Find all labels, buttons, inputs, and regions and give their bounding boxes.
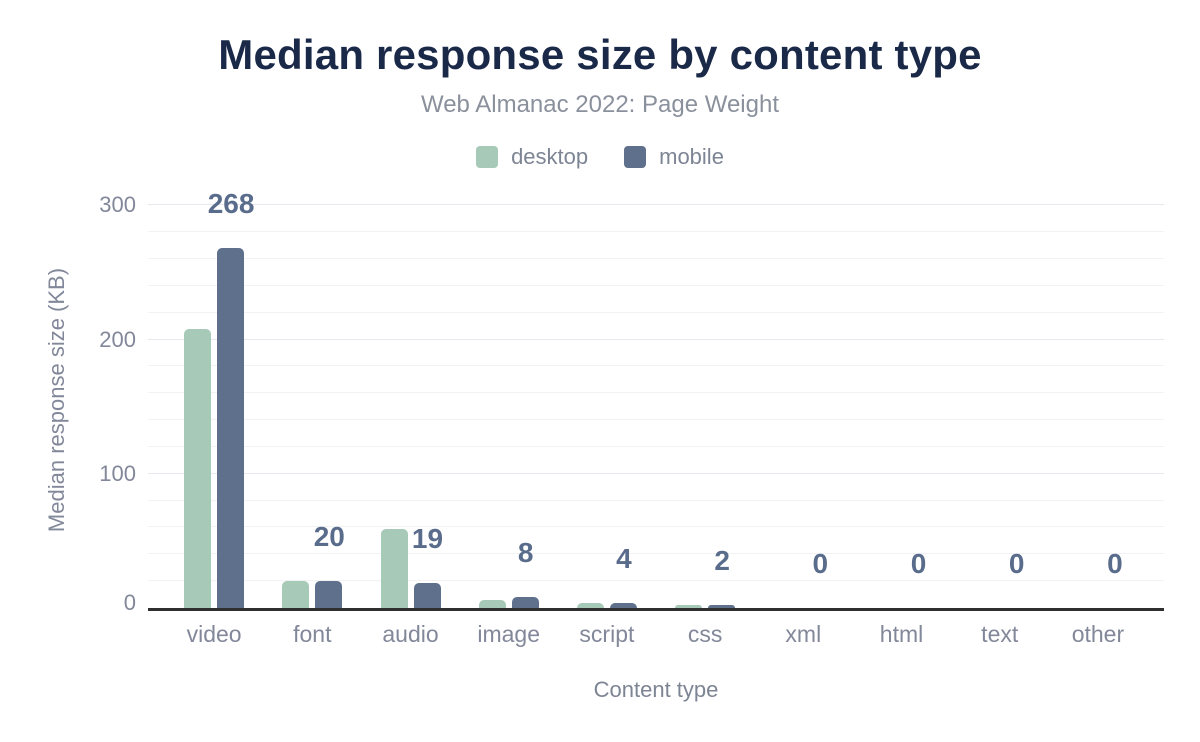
x-axis-title: Content type [593,677,719,702]
category-audio: 19 audio [361,190,459,647]
x-axis-tick-label: font [293,621,332,647]
y-axis-tick-label: 100 [99,460,136,486]
category-xml: 0 xml [754,190,852,648]
chart-title: Median response size by content type [218,31,982,78]
bar-pair [380,528,441,608]
x-axis-tick-label: video [186,621,242,647]
minor-gridline [148,311,1164,313]
y-axis-tick-label: 200 [99,326,136,352]
bar-pair [576,602,637,608]
bar-pair [282,581,343,608]
data-label-html: 0 [910,548,927,579]
data-label-other: 0 [1107,548,1123,579]
major-gridline [148,204,1164,206]
mobile-bar-script [609,602,637,608]
major-gridline [148,338,1164,340]
desktop-bar-image [478,599,506,608]
desktop-bar-font [282,581,310,608]
desktop-bar-audio [380,528,408,608]
major-gridline [148,472,1164,474]
legend-item-desktop[interactable]: desktop [476,144,588,170]
legend: desktop mobile [0,144,1200,170]
x-axis-tick-label: css [687,621,723,647]
bar-pair [478,597,539,608]
y-axis-title: Median response size (KB) [44,267,69,533]
category-css: 2 css [656,190,754,647]
desktop-bar-video [184,328,212,608]
plot-area: 0 100 200 300 268 video 20 font 19 audio 8 image 4 sc… [99,188,1164,648]
x-axis-tick-label: image [477,621,541,647]
category-script: 4 script [558,190,656,647]
minor-gridline [148,553,1164,555]
x-axis-tick-label: xml [785,621,822,647]
mobile-bar-css [708,605,736,608]
minor-gridline [148,419,1164,421]
minor-gridline [148,580,1164,582]
data-label-css: 2 [714,545,730,577]
mobile-bar-image [511,597,539,608]
bar-pair [675,605,736,608]
minor-gridline [148,257,1164,259]
legend-item-mobile[interactable]: mobile [624,144,724,170]
minor-gridline [148,526,1164,528]
x-axis-tick-label: html [879,621,924,647]
minor-gridline [148,365,1164,367]
data-label-script: 4 [616,542,632,574]
desktop-bar-css [675,605,703,608]
mobile-bar-audio [413,582,441,608]
x-axis-tick-label: text [981,621,1019,647]
y-axis-tick-label: 300 [99,192,136,218]
minor-gridline [148,231,1164,233]
category-image: 8 image [460,190,558,647]
bars-row: 268 video 20 font 19 audio 8 image 4 script 2 css 0 x… [148,188,1164,648]
data-label-audio: 19 [411,522,444,554]
category-font: 20 font [263,190,361,647]
category-text: 0 text [951,190,1049,648]
data-label-text: 0 [1008,548,1025,579]
data-label-font: 20 [313,521,345,553]
data-label-video: 268 [207,188,255,220]
data-label-xml: 0 [812,548,829,579]
y-axis-tick-label: 0 [123,590,136,615]
minor-gridline [148,284,1164,286]
legend-label: mobile [659,144,724,169]
minor-gridline [148,499,1164,501]
minor-gridline [148,392,1164,394]
bar-pair [184,248,245,608]
mobile-swatch-icon [624,146,647,168]
desktop-bar-script [576,602,604,608]
x-axis-tick-label: script [579,621,635,647]
legend-label: desktop [511,144,589,169]
minor-gridline [148,445,1164,447]
category-other: 0 other [1049,190,1147,648]
data-label-image: 8 [517,537,534,569]
x-axis-tick-label: audio [382,621,439,647]
mobile-bar-video [217,248,245,608]
category-html: 0 html [852,190,950,648]
chart-subtitle: Web Almanac 2022: Page Weight [420,91,779,118]
x-axis-tick-label: other [1071,621,1125,647]
category-video: 268 video [165,188,263,647]
mobile-bar-font [315,581,343,608]
desktop-swatch-icon [476,146,499,168]
